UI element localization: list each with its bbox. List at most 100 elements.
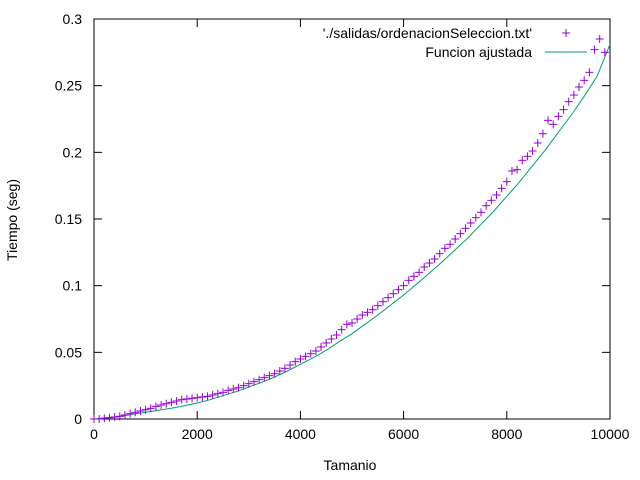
- data-point: [229, 385, 238, 393]
- data-point: [492, 191, 501, 199]
- data-point: [105, 413, 114, 422]
- data-point: [399, 281, 408, 290]
- data-point: [317, 343, 326, 351]
- data-point: [487, 196, 496, 205]
- data-point: [188, 394, 197, 403]
- legend: './salidas/ordenacionSeleccion.txt' Func…: [323, 25, 587, 60]
- plot-frame: [93, 18, 611, 420]
- data-point: [136, 407, 145, 415]
- data-point: [384, 293, 393, 302]
- data-point: [378, 297, 387, 306]
- data-point: [208, 391, 217, 399]
- data-point: [162, 399, 171, 408]
- fit-line: [93, 44, 611, 420]
- data-point: [260, 373, 269, 382]
- y-tick-label: 0.3: [63, 11, 83, 27]
- data-point: [198, 393, 207, 401]
- legend-label-points: './salidas/ordenacionSeleccion.txt': [323, 25, 532, 41]
- data-point: [265, 371, 274, 380]
- data-point: [172, 397, 181, 405]
- data-point: [446, 240, 455, 249]
- data-point: [301, 352, 310, 361]
- y-tick-label: 0.25: [55, 78, 82, 94]
- data-point: [100, 414, 109, 423]
- data-point: [234, 383, 243, 392]
- data-point: [167, 398, 176, 407]
- data-point: [291, 357, 300, 366]
- x-tick-label: 10000: [591, 426, 630, 442]
- data-point: [415, 268, 424, 277]
- y-axis-title: Tiempo (seg): [4, 179, 20, 261]
- data-point: [461, 224, 470, 233]
- data-point: [554, 112, 563, 121]
- data-point: [451, 235, 460, 243]
- data-point: [239, 381, 248, 390]
- data-point: [126, 409, 135, 418]
- data-point: [131, 408, 140, 417]
- x-tick-label: 8000: [491, 426, 522, 442]
- data-point: [580, 76, 589, 85]
- data-point: [533, 139, 542, 147]
- data-point: [146, 404, 155, 413]
- data-point: [420, 263, 429, 271]
- data-point: [456, 229, 465, 238]
- y-tick-label: 0.15: [55, 211, 82, 227]
- legend-marker-points: [562, 29, 570, 37]
- fit-line-series: [93, 44, 611, 420]
- data-point: [435, 249, 444, 258]
- axis-ticks: 0 2000 4000 6000 8000 10000 0 0.05 0.1 0.15 0.2 0.2…: [55, 11, 630, 442]
- legend-label-line: Funcion ajustada: [425, 44, 532, 60]
- data-point: [327, 335, 336, 343]
- data-point: [120, 411, 129, 419]
- data-point: [549, 120, 558, 129]
- data-point: [518, 156, 527, 165]
- y-tick-label: 0.05: [55, 344, 82, 360]
- data-point: [249, 377, 258, 386]
- data-point: [523, 152, 532, 161]
- data-point: [559, 105, 568, 114]
- data-point: [157, 401, 166, 409]
- x-tick-label: 6000: [388, 426, 419, 442]
- data-point: [342, 320, 351, 329]
- data-point: [477, 208, 485, 217]
- data-point: [203, 392, 212, 401]
- data-point: [430, 255, 439, 263]
- data-point: [404, 276, 413, 285]
- data-point: [213, 389, 222, 398]
- y-tick-label: 0: [74, 411, 82, 427]
- x-tick-label: 0: [90, 426, 98, 442]
- data-point: [575, 83, 584, 91]
- data-point: [595, 35, 604, 43]
- data-point: [544, 116, 553, 125]
- data-point: [110, 413, 119, 421]
- data-point: [115, 412, 124, 421]
- data-point: [440, 244, 449, 253]
- data-point: [358, 311, 367, 319]
- data-point: [244, 379, 253, 388]
- data-point: [600, 48, 609, 57]
- data-point: [95, 415, 104, 423]
- data-point: [497, 184, 506, 193]
- data-point: [389, 289, 398, 298]
- data-point: [363, 308, 372, 317]
- data-point: [296, 355, 305, 363]
- data-point: [353, 315, 362, 323]
- data-points-series: [90, 35, 609, 423]
- data-point: [275, 367, 284, 375]
- data-point: [368, 305, 377, 314]
- data-point: [151, 402, 160, 411]
- data-point: [394, 285, 403, 294]
- x-axis-title: Tamanio: [324, 457, 377, 473]
- data-point: [193, 393, 202, 402]
- data-point: [425, 259, 434, 267]
- y-tick-label: 0.1: [63, 278, 83, 294]
- data-point: [528, 147, 537, 155]
- data-point: [270, 369, 279, 378]
- data-point: [306, 349, 315, 358]
- data-point: [255, 375, 264, 384]
- data-point: [507, 167, 516, 175]
- data-point: [590, 45, 599, 54]
- data-point: [182, 395, 191, 403]
- data-point: [337, 325, 346, 334]
